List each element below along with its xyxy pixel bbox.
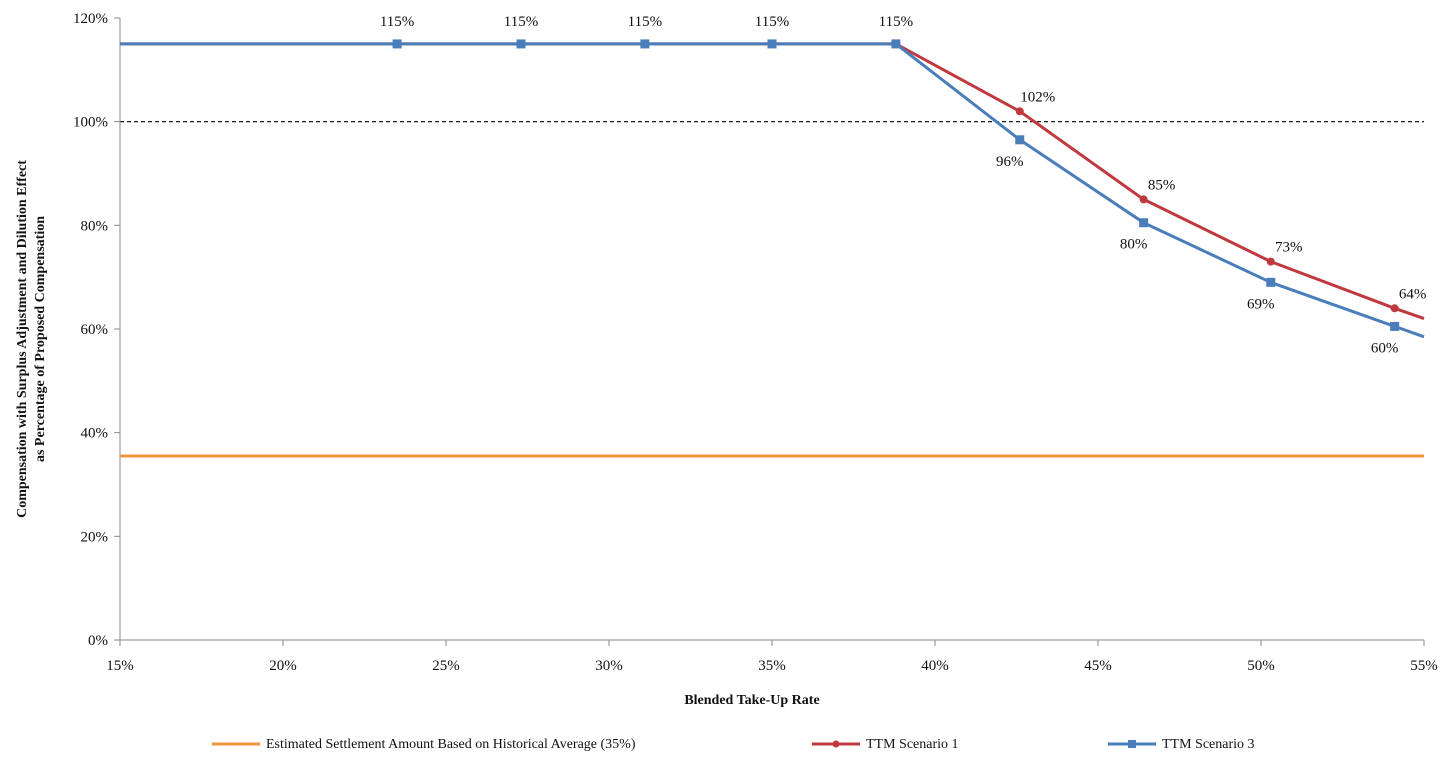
data-label: 115%	[879, 14, 913, 30]
data-point	[891, 39, 901, 49]
x-tick-label: 20%	[269, 658, 297, 674]
data-point	[392, 39, 402, 49]
data-label: 64%	[1399, 286, 1427, 302]
data-label: 115%	[755, 14, 789, 30]
x-tick-label: 35%	[758, 658, 786, 674]
data-label: 60%	[1371, 340, 1399, 356]
data-point	[1139, 218, 1149, 228]
x-tick-label: 25%	[432, 658, 460, 674]
data-label: 115%	[504, 14, 538, 30]
y-tick-label: 40%	[81, 426, 109, 442]
legend-label: TTM Scenario 1	[866, 737, 959, 752]
data-point	[516, 39, 526, 49]
data-point	[1390, 321, 1400, 331]
legend-marker	[832, 740, 840, 748]
data-label: 115%	[628, 14, 662, 30]
data-point	[1139, 195, 1148, 204]
data-point	[1015, 135, 1025, 145]
data-label: 69%	[1247, 296, 1275, 312]
legend-label: Estimated Settlement Amount Based on His…	[266, 737, 636, 752]
y-tick-label: 120%	[73, 11, 108, 27]
data-label: 115%	[380, 14, 414, 30]
legend: Estimated Settlement Amount Based on His…	[212, 737, 1255, 752]
y-tick-label: 0%	[88, 633, 108, 649]
legend-marker	[1128, 740, 1136, 748]
series-layer	[120, 39, 1425, 458]
x-tick-label: 30%	[595, 658, 623, 674]
data-label: 102%	[1020, 89, 1055, 105]
y-tick-label: 60%	[81, 322, 109, 338]
y-axis-title-line-2: as Percentage of Proposed Compensation	[33, 216, 48, 462]
data-point	[767, 39, 777, 49]
data-label: 73%	[1275, 240, 1303, 256]
x-tick-label: 55%	[1410, 658, 1438, 674]
data-label: 80%	[1120, 237, 1148, 253]
data-point	[1266, 257, 1275, 266]
y-axis-title: Compensation with Surplus Adjustment and…	[15, 160, 48, 518]
y-tick-label: 20%	[81, 529, 109, 545]
series-line	[120, 42, 1425, 321]
x-tick-label: 50%	[1247, 658, 1275, 674]
legend-item-2: TTM Scenario 1	[812, 737, 959, 752]
legend-label: TTM Scenario 3	[1162, 737, 1255, 752]
y-axis-title-line-1: Compensation with Surplus Adjustment and…	[15, 160, 30, 518]
x-tick-label: 40%	[921, 658, 949, 674]
y-tick-label: 80%	[81, 218, 109, 234]
x-tick-label: 15%	[106, 658, 134, 674]
y-axis: 0% 20% 40% 60% 80% 100% 120%	[73, 11, 121, 649]
data-label: 85%	[1148, 177, 1176, 193]
series-line	[120, 42, 1425, 339]
legend-item-3: TTM Scenario 3	[1108, 737, 1255, 752]
series-3	[120, 39, 1425, 339]
data-labels: 115% 115% 115% 115% 115% 96% 80% 69% 60% 102% 85% 7…	[380, 14, 1427, 356]
x-axis: 15% 20% 25% 30% 35% 40% 45% 50% 55%	[106, 639, 1438, 674]
data-label: 96%	[996, 154, 1024, 170]
x-axis-title: Blended Take-Up Rate	[684, 693, 819, 708]
data-point	[1015, 107, 1024, 116]
series-2	[120, 39, 1425, 321]
data-point	[1390, 304, 1399, 313]
y-tick-label: 100%	[73, 115, 108, 131]
x-tick-label: 45%	[1084, 658, 1112, 674]
data-point	[1266, 277, 1276, 287]
data-point	[640, 39, 650, 49]
legend-item-1: Estimated Settlement Amount Based on His…	[212, 737, 636, 752]
